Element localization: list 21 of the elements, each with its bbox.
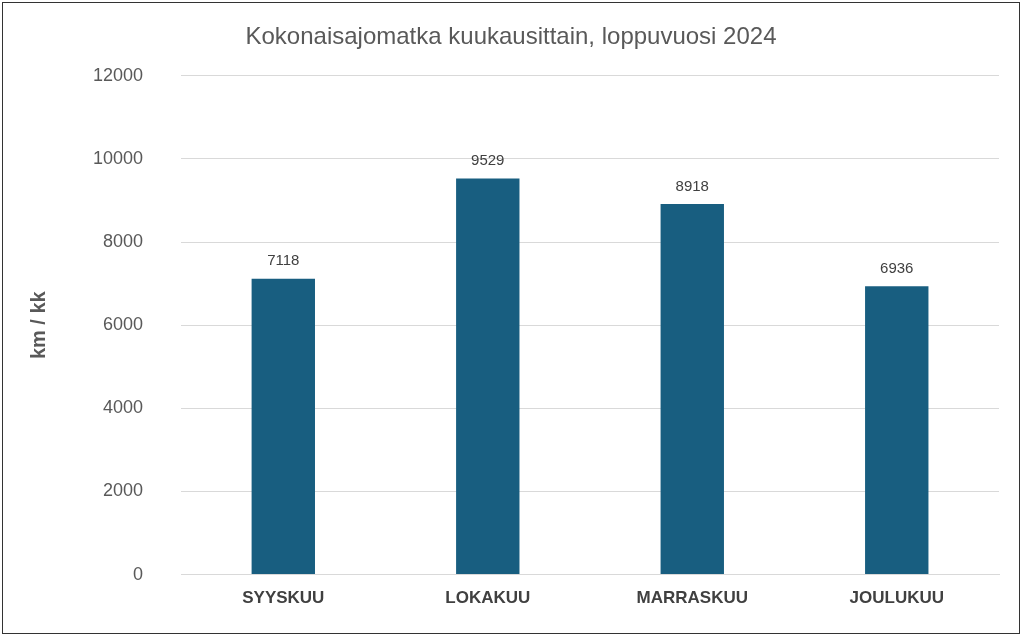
y-tick-label: 6000 (103, 314, 144, 335)
bar (660, 203, 724, 575)
data-label: 7118 (267, 251, 300, 269)
y-tick-label: 12000 (92, 64, 144, 85)
y-tick-label: 0 (133, 563, 144, 584)
y-axis-title: km / kk (26, 290, 49, 360)
bar (251, 278, 315, 575)
y-tick-label: 4000 (103, 397, 144, 418)
x-tick-label: LOKAKUU (445, 588, 531, 608)
x-tick-label: JOULUKUU (849, 588, 944, 608)
bar (456, 178, 520, 575)
data-label: 9529 (471, 151, 505, 169)
x-tick-label: SYYSKUU (242, 588, 325, 608)
bar (865, 286, 929, 575)
y-tick-label: 8000 (103, 231, 144, 252)
data-label: 6936 (880, 258, 914, 276)
x-tick-label: MARRASKUU (636, 588, 748, 608)
y-tick-label: 2000 (103, 480, 144, 501)
y-tick-label: 10000 (92, 147, 144, 168)
data-label: 8918 (675, 176, 709, 194)
chart-title: Kokonaisajomatka kuukausittain, loppuvuosi 2024 (245, 22, 777, 50)
